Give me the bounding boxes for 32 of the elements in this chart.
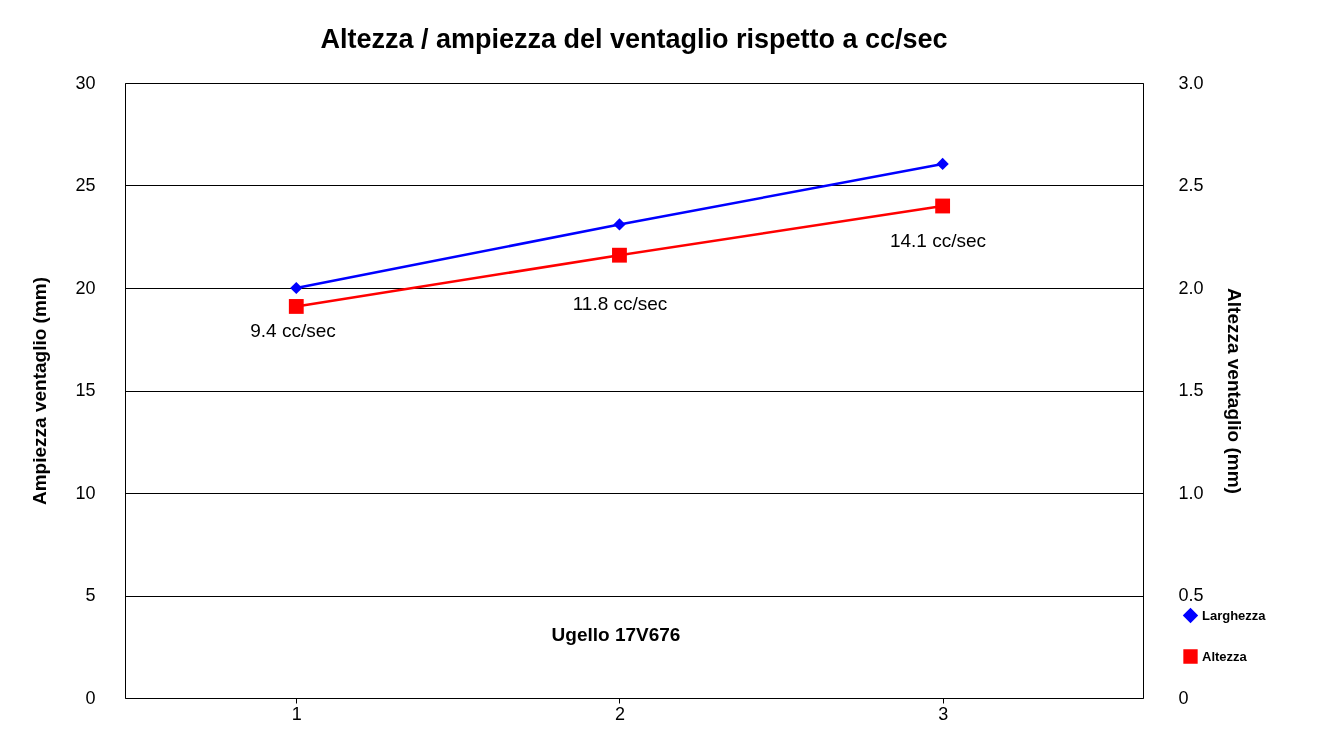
point — [288, 299, 304, 314]
y-tick-label: 10 — [75, 482, 96, 503]
y2-tick-label: 2.0 — [1178, 277, 1204, 298]
y2-tick-label: 0 — [1178, 687, 1189, 708]
point — [935, 198, 951, 214]
x-tick-label: 1 — [291, 703, 302, 724]
x-tick-label: 2 — [614, 703, 625, 724]
point — [613, 218, 626, 231]
y2-tick-label: 1.0 — [1178, 482, 1204, 503]
y-tick-label: 20 — [75, 277, 96, 298]
point — [290, 281, 303, 295]
point — [936, 157, 949, 171]
y2-tick-label: 2.5 — [1178, 175, 1204, 195]
y2-axis-title: Altezza ventaglio (mm) — [1223, 288, 1245, 494]
legend-label: Larghezza — [1202, 607, 1267, 623]
y-tick-label: 30 — [75, 72, 96, 93]
y-tick-label: 15 — [75, 380, 96, 400]
annotation: 14.1 cc/sec — [889, 230, 987, 251]
point — [612, 247, 627, 263]
y2-tick-label: 0.5 — [1178, 585, 1204, 605]
x-tick-label: 3 — [938, 703, 949, 724]
y-tick-label: 25 — [75, 175, 96, 195]
y2-tick-label: 3.0 — [1178, 72, 1204, 93]
y2-tick-label: 1.5 — [1178, 380, 1204, 400]
y-tick-label: 5 — [85, 585, 96, 605]
annotation: 11.8 cc/sec — [572, 293, 668, 314]
y-axis-title: Ampiezza ventaglio (mm) — [29, 276, 51, 506]
annotation: 9.4 cc/sec — [250, 320, 336, 341]
legend-label: Altezza — [1202, 648, 1248, 664]
chart-title: Altezza / ampiezza del ventaglio rispetto a cc/sec — [320, 24, 948, 54]
y-tick-label: 0 — [85, 687, 96, 708]
annotation: Ugello 17V676 — [551, 624, 681, 645]
